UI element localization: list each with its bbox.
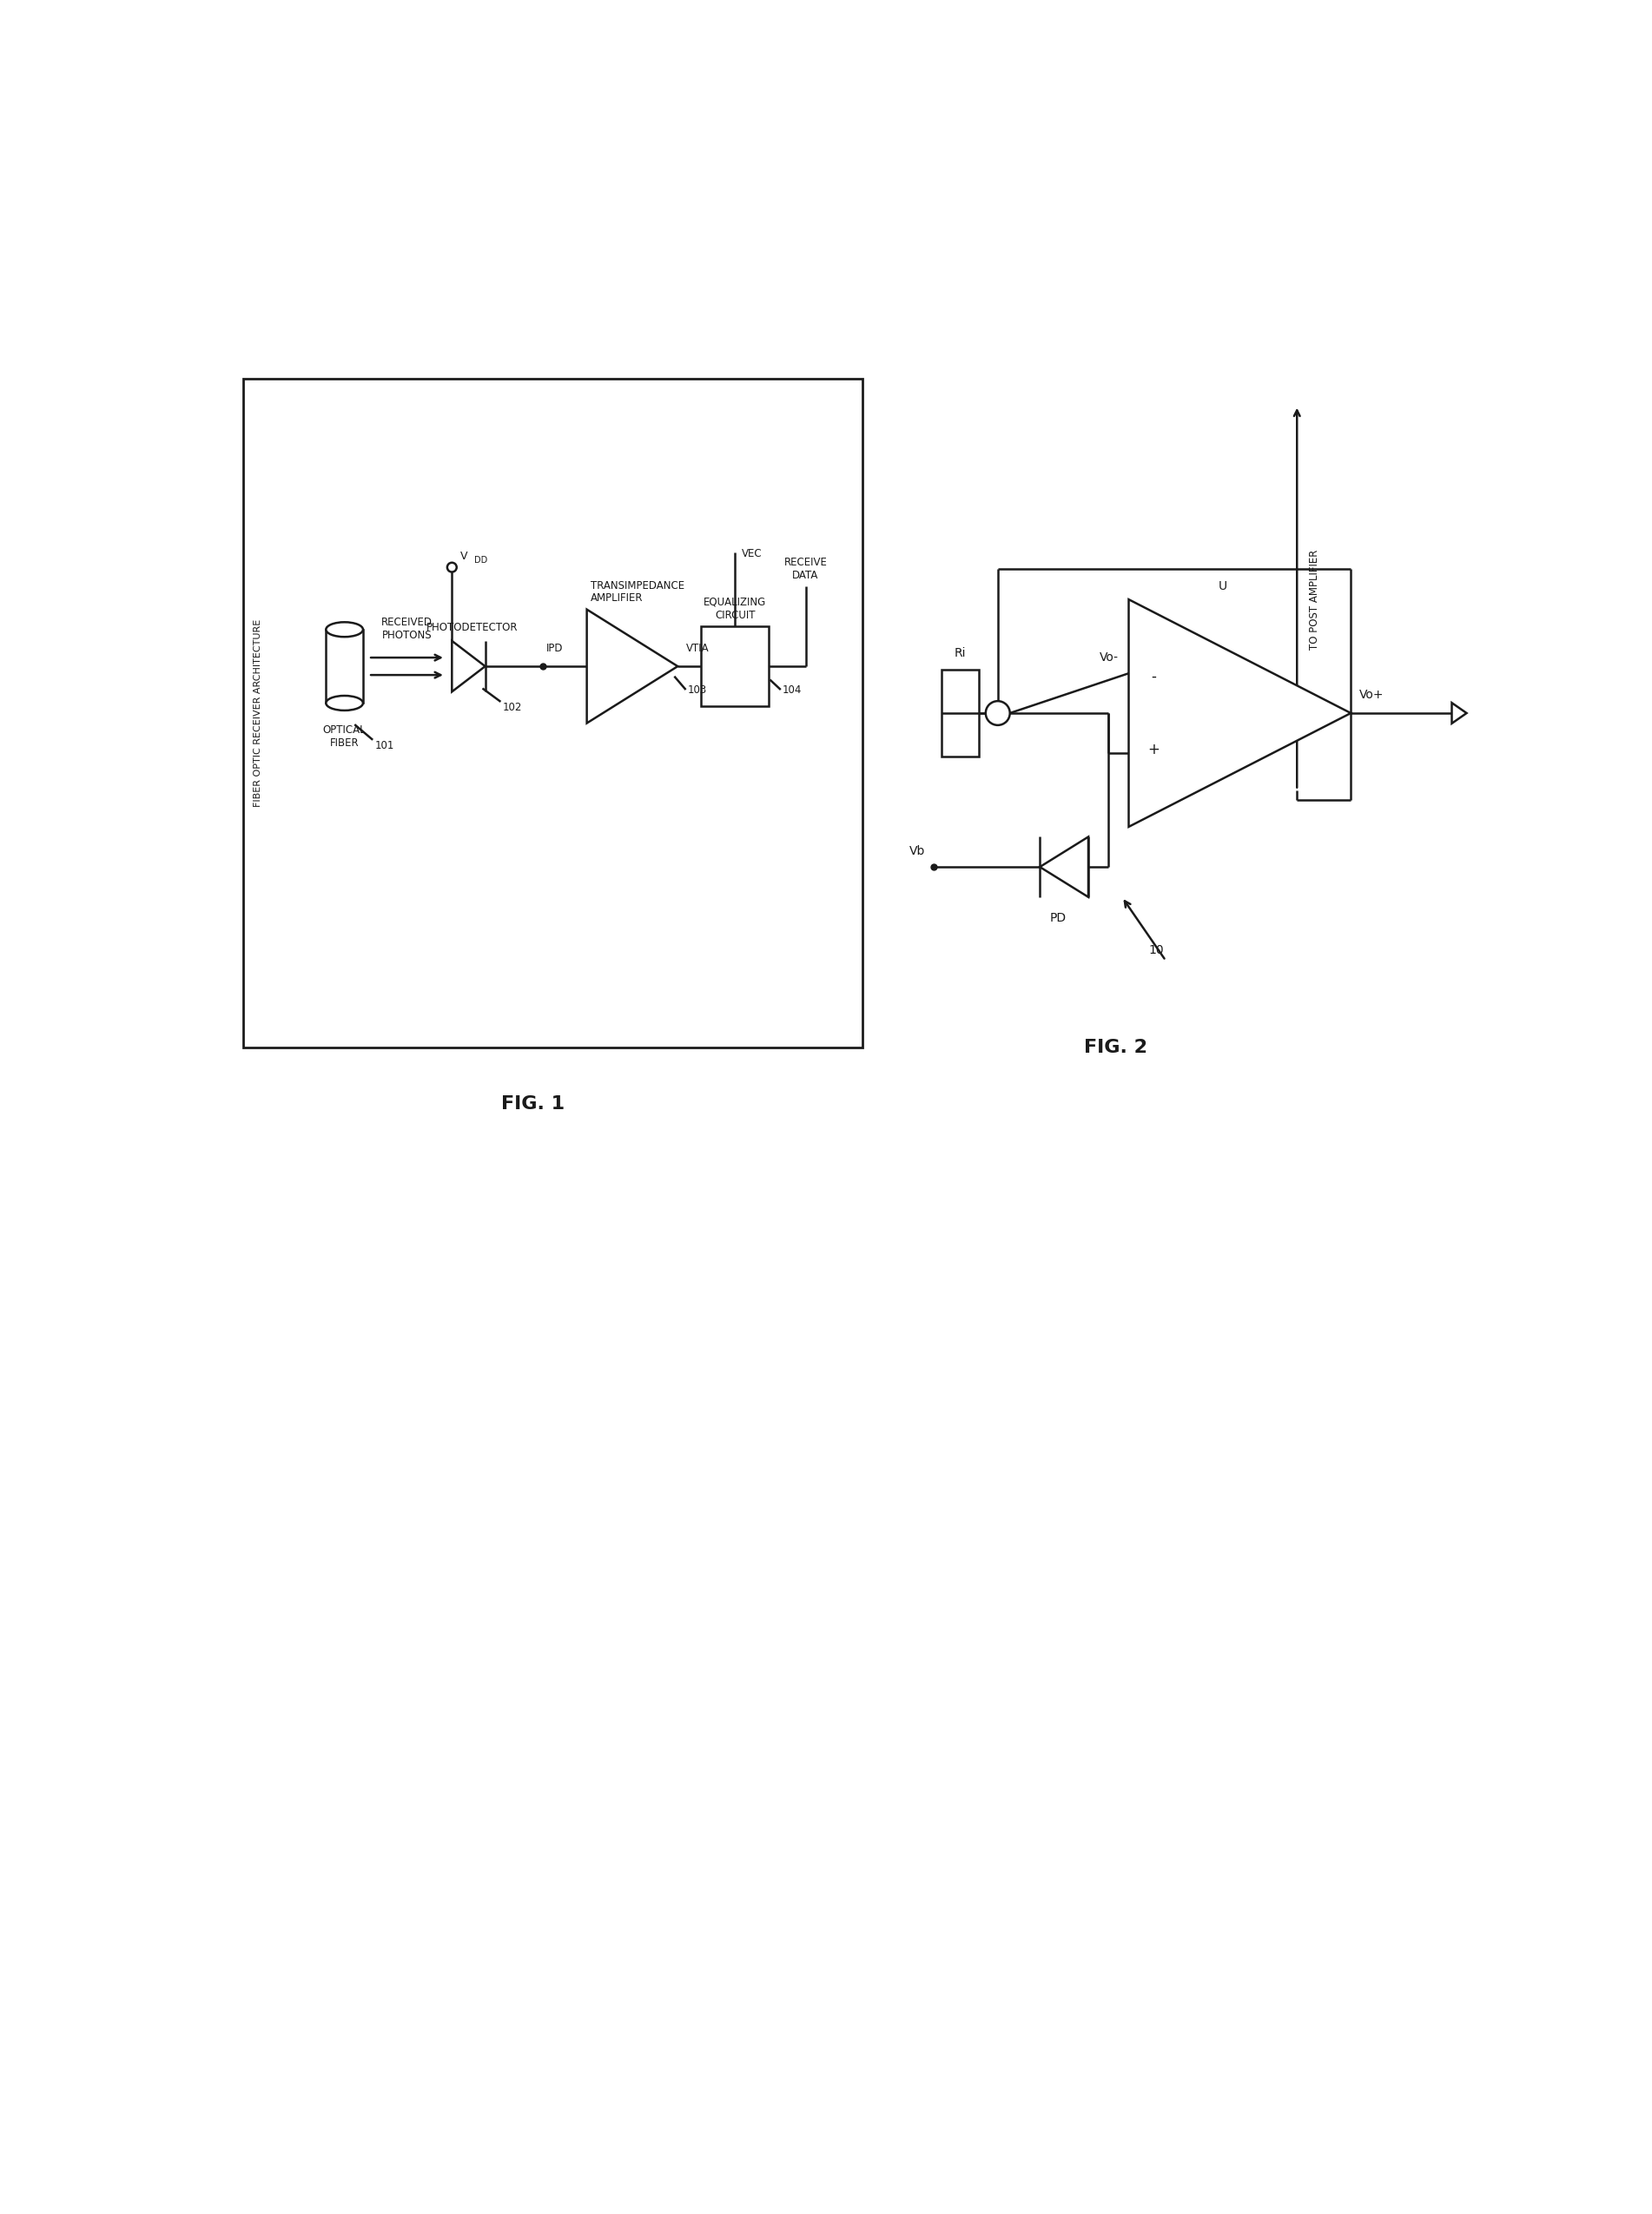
Text: 102: 102 [502,702,522,713]
Text: 101: 101 [375,739,395,751]
Text: IPD: IPD [547,642,563,655]
Bar [942,669,980,757]
Text: FIBER OPTIC RECEIVER ARCHITECTURE: FIBER OPTIC RECEIVER ARCHITECTURE [254,620,263,808]
Text: Vo-: Vo- [1100,651,1118,664]
Text: V: V [459,551,468,562]
Polygon shape [586,609,677,724]
Ellipse shape [325,695,363,711]
Text: OPTICAL
FIBER: OPTICAL FIBER [322,724,367,748]
Bar [700,627,768,706]
Text: PD: PD [1049,912,1066,923]
Polygon shape [1128,600,1351,826]
Circle shape [986,702,1009,726]
Text: FIG. 1: FIG. 1 [501,1096,565,1114]
Ellipse shape [325,622,363,638]
Bar [325,629,363,704]
Text: Ri: Ri [955,646,966,660]
Polygon shape [1039,837,1089,897]
Polygon shape [1452,702,1467,724]
Text: Vb: Vb [910,846,925,857]
Text: 103: 103 [687,684,707,695]
Text: TRANSIMPEDANCE
AMPLIFIER: TRANSIMPEDANCE AMPLIFIER [590,580,684,604]
Text: EQUALIZING
CIRCUIT: EQUALIZING CIRCUIT [704,596,767,620]
Text: TO POST AMPLIFIER: TO POST AMPLIFIER [1308,549,1320,649]
Text: -: - [1151,669,1156,684]
Text: PHOTODETECTOR: PHOTODETECTOR [426,622,519,633]
Text: Vo+: Vo+ [1360,689,1384,702]
Text: 10: 10 [1148,943,1165,956]
Bar [243,379,862,1047]
Text: VTIA: VTIA [686,642,709,655]
Text: DD: DD [474,556,487,565]
Text: U: U [1219,580,1227,593]
Text: RECEIVED
PHOTONS: RECEIVED PHOTONS [382,615,433,640]
Circle shape [448,562,456,571]
Text: VEC: VEC [742,549,762,560]
Text: 104: 104 [781,684,801,695]
Text: FIG. 2: FIG. 2 [1084,1038,1146,1056]
Text: RECEIVE
DATA: RECEIVE DATA [785,556,828,580]
Polygon shape [453,640,486,691]
Text: +: + [1148,742,1160,757]
